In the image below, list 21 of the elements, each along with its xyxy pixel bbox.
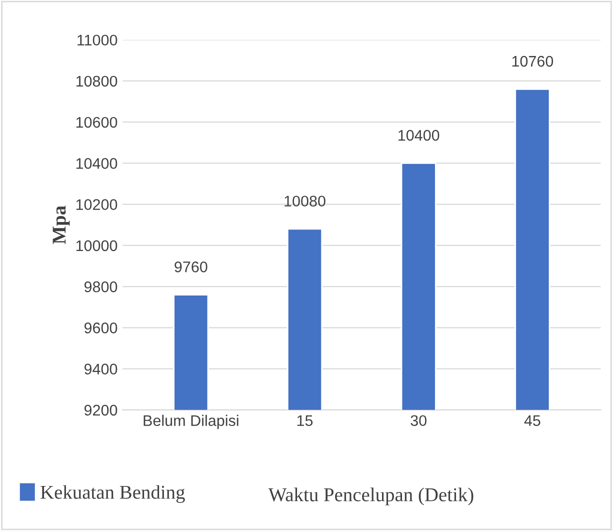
legend-label: Kekuatan Bending	[40, 485, 185, 503]
y-tick-label: 10200	[76, 199, 118, 210]
x-tick-label: 15	[297, 415, 313, 426]
y-tick-label: 11000	[78, 34, 118, 46]
y-tick-label: 9200	[84, 404, 118, 416]
y-tick-label: 9600	[84, 322, 118, 334]
y-axis-title: Mpa	[52, 206, 70, 244]
data-label: 10080	[284, 196, 326, 207]
x-tick-label: Belum Dilapisi	[144, 414, 238, 430]
data-label: 9760	[174, 262, 208, 272]
x-tick-label: 30	[410, 415, 426, 426]
data-label: 10760	[512, 56, 554, 67]
y-tick-label: 9800	[84, 281, 118, 292]
x-tick-label: 45	[524, 415, 540, 426]
y-tick-label: 10000	[76, 240, 118, 252]
x-axis-title: Waktu Pencelupan (Detik)	[268, 488, 474, 506]
y-tick-label: 10800	[76, 76, 118, 87]
data-label: 10400	[398, 130, 440, 141]
y-tick-label: 10400	[76, 158, 118, 169]
y-tick-label: 9400	[84, 364, 118, 374]
y-tick-label: 10600	[76, 116, 118, 128]
